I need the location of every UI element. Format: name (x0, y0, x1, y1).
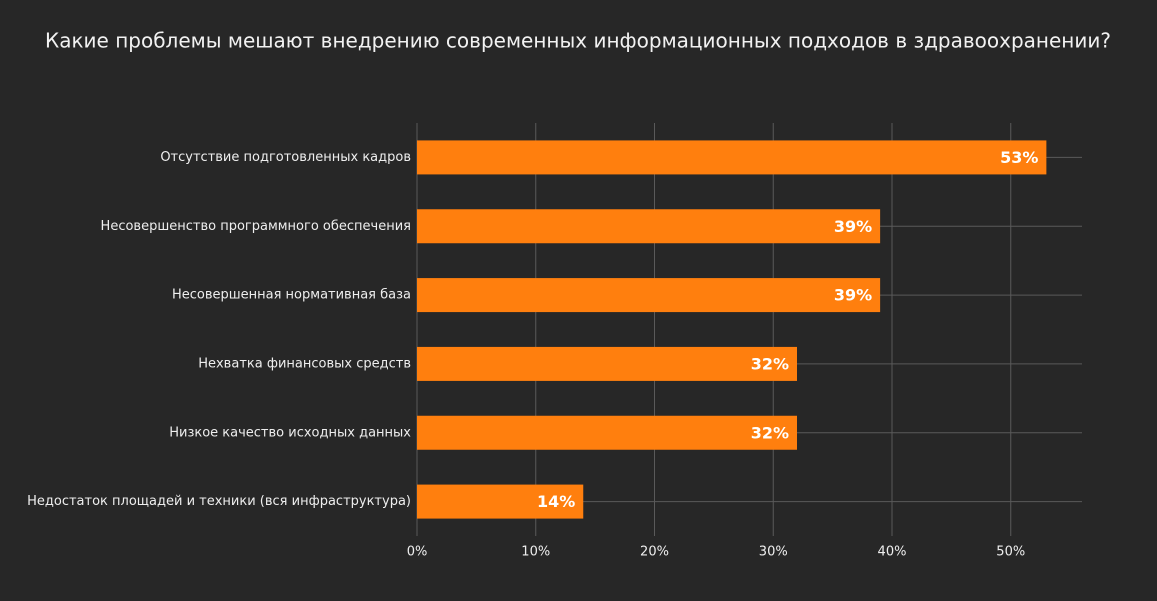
y-tick-label: Несовершенство программного обеспечения (101, 219, 411, 234)
y-tick-label: Несовершенная нормативная база (172, 288, 411, 303)
x-tick-label: 20% (640, 545, 669, 560)
value-label: 53% (1000, 148, 1038, 167)
x-tick-label: 10% (521, 545, 550, 560)
value-label: 32% (751, 354, 789, 373)
bar (417, 346, 797, 381)
x-tick-label: 30% (759, 545, 788, 560)
bar (417, 484, 584, 519)
bar (417, 278, 881, 313)
y-tick-label: Низкое качество исходных данных (169, 425, 411, 440)
x-tick-label: 40% (878, 545, 907, 560)
value-label: 39% (834, 286, 872, 305)
y-tick-label: Отсутствие подготовленных кадров (160, 150, 411, 165)
x-tick-label: 0% (407, 545, 428, 560)
bar (417, 140, 1047, 175)
value-label: 39% (834, 217, 872, 236)
value-label: 14% (537, 492, 575, 511)
bar (417, 209, 881, 244)
y-tick-label: Недостаток площадей и техники (вся инфра… (27, 494, 411, 509)
value-label: 32% (751, 423, 789, 442)
bar (417, 415, 797, 450)
x-tick-label: 50% (996, 545, 1025, 560)
chart-title: Какие проблемы мешают внедрению современ… (45, 29, 1111, 53)
y-tick-label: Нехватка финансовых средств (198, 356, 411, 371)
